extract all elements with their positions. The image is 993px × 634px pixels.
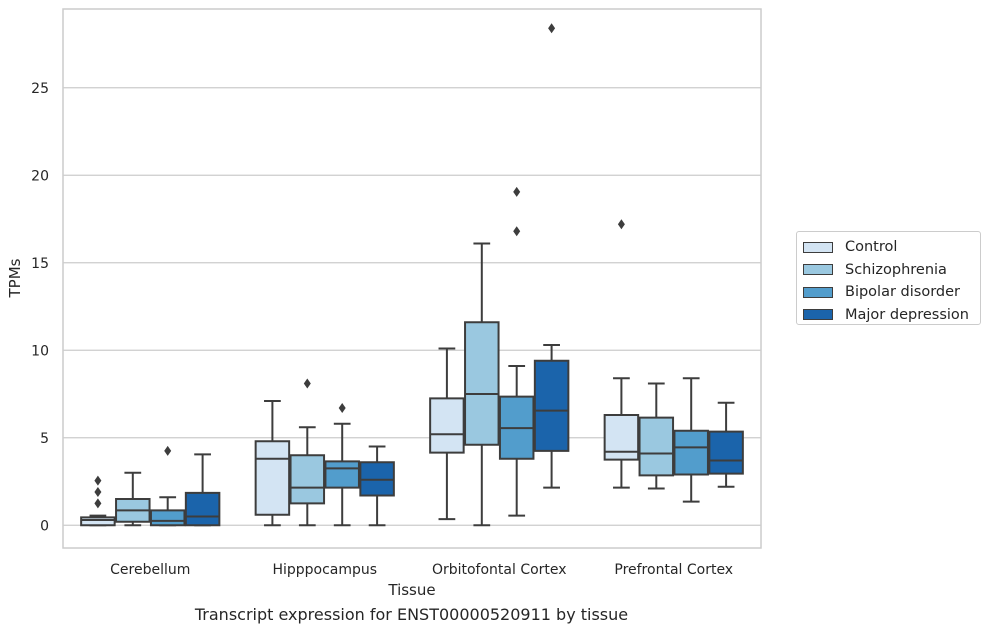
box-major-depression-cerebellum-iqr — [184, 491, 221, 527]
plot-frame — [62, 8, 762, 549]
legend-item-bipolar-disorder: Bipolar disorder — [803, 281, 980, 304]
x-tick-label-prefrontal-cortex: Prefrontal Cortex — [614, 562, 733, 578]
legend-item-major-depression: Major depression — [803, 304, 980, 327]
series-schizophrenia — [115, 242, 675, 527]
box-schizophrenia-hipppocampus-iqr — [289, 454, 326, 505]
legend-swatch-major-depression — [803, 309, 833, 321]
y-tick-label-10: 10 — [31, 343, 49, 359]
box-bipolar-disorder-orbitofontal-cortex-outlier-0 — [513, 226, 521, 237]
legend-label-major-depression: Major depression — [845, 306, 969, 323]
x-tick-label-orbitofontal-cortex: Orbitofontal Cortex — [432, 562, 567, 578]
box-major-depression-prefrontal-cortex — [708, 401, 744, 488]
box-control-orbitofontal-cortex — [429, 347, 465, 521]
y-tick-label-5: 5 — [40, 431, 49, 447]
box-control-hipppocampus — [254, 400, 291, 527]
box-schizophrenia-hipppocampus — [289, 378, 326, 527]
y-tick-label-15: 15 — [31, 256, 49, 272]
y-tick-label-0: 0 — [40, 518, 49, 534]
box-bipolar-disorder-cerebellum-outlier-0 — [164, 445, 172, 456]
box-bipolar-disorder-prefrontal-cortex-iqr — [673, 429, 709, 476]
legend-item-schizophrenia: Schizophrenia — [803, 259, 980, 282]
y-axis-label: TPMs — [6, 258, 24, 298]
y-tick-label-25: 25 — [31, 81, 49, 97]
box-control-cerebellum — [80, 475, 116, 527]
box-schizophrenia-prefrontal-cortex-iqr — [638, 416, 675, 477]
box-control-hipppocampus-iqr — [254, 440, 291, 516]
box-schizophrenia-prefrontal-cortex — [638, 382, 675, 490]
box-schizophrenia-cerebellum — [115, 471, 151, 527]
box-bipolar-disorder-cerebellum — [149, 445, 186, 527]
x-tick-label-cerebellum: Cerebellum — [110, 562, 190, 578]
series-bipolar-disorder — [149, 186, 709, 527]
box-bipolar-disorder-hipppocampus-iqr — [324, 460, 360, 489]
box-major-depression-hipppocampus — [359, 445, 395, 527]
box-schizophrenia-hipppocampus-outlier-0 — [303, 378, 311, 389]
chart-caption: Transcript expression for ENST0000052091… — [194, 605, 629, 624]
box-bipolar-disorder-hipppocampus-outlier-0 — [338, 403, 346, 413]
box-major-depression-orbitofontal-cortex — [533, 23, 570, 489]
series-control — [80, 219, 640, 527]
box-control-cerebellum-outlier-2 — [94, 475, 102, 486]
legend-swatch-schizophrenia — [803, 264, 833, 276]
legend-label-bipolar-disorder: Bipolar disorder — [845, 284, 960, 301]
box-schizophrenia-orbitofontal-cortex — [464, 242, 500, 527]
x-axis-label: Tissue — [387, 581, 435, 599]
box-control-prefrontal-cortex — [603, 219, 640, 489]
box-bipolar-disorder-cerebellum-iqr — [149, 509, 186, 527]
x-tick-label-hipppocampus: Hipppocampus — [272, 562, 377, 578]
legend: Control Schizophrenia Bipolar disorder M… — [796, 231, 981, 325]
box-major-depression-prefrontal-cortex-iqr — [708, 430, 744, 475]
box-control-cerebellum-outlier-1 — [94, 487, 102, 497]
box-bipolar-disorder-prefrontal-cortex — [673, 377, 709, 503]
box-major-depression-orbitofontal-cortex-outlier-0 — [548, 23, 556, 34]
legend-swatch-control — [803, 241, 833, 253]
box-major-depression-orbitofontal-cortex-iqr — [533, 359, 570, 452]
legend-label-control: Control — [845, 239, 898, 256]
box-control-cerebellum-outlier-0 — [94, 498, 102, 509]
box-control-orbitofontal-cortex-iqr — [429, 397, 465, 454]
legend-label-schizophrenia: Schizophrenia — [845, 261, 947, 278]
series-major-depression — [184, 23, 744, 527]
box-bipolar-disorder-hipppocampus — [324, 403, 360, 527]
box-bipolar-disorder-orbitofontal-cortex — [498, 186, 535, 517]
box-control-cerebellum-iqr — [80, 516, 116, 527]
box-control-prefrontal-cortex-outlier-0 — [617, 219, 625, 230]
box-bipolar-disorder-orbitofontal-cortex-outlier-1 — [513, 186, 521, 197]
legend-item-control: Control — [803, 236, 980, 259]
box-schizophrenia-orbitofontal-cortex-iqr — [464, 321, 500, 446]
box-control-prefrontal-cortex-iqr — [603, 414, 640, 461]
y-tick-label-20: 20 — [31, 168, 49, 184]
box-major-depression-cerebellum — [184, 453, 221, 527]
legend-swatch-bipolar-disorder — [803, 286, 833, 298]
